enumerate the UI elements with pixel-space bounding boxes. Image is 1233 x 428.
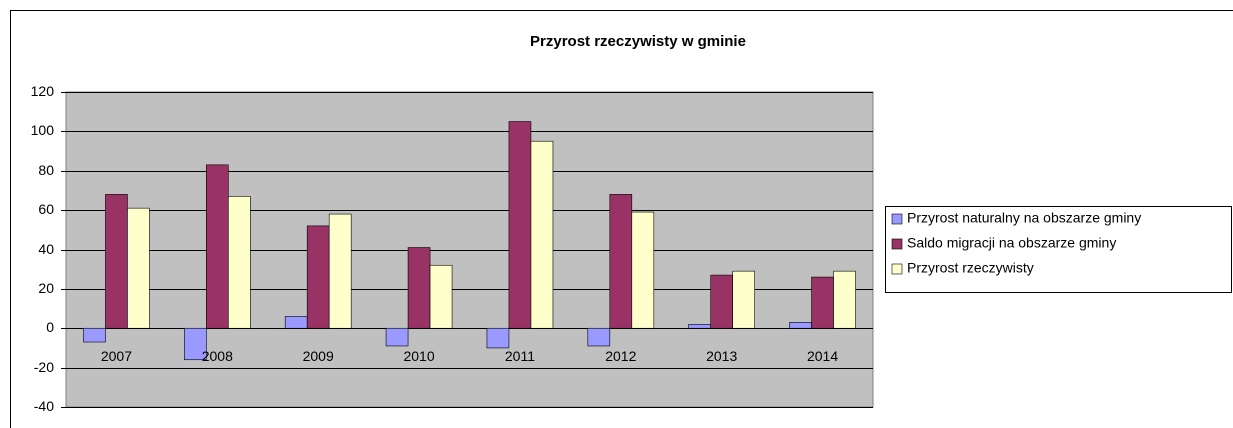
- y-tick-label: 100: [31, 122, 55, 138]
- y-tick-label: -40: [34, 398, 54, 414]
- bar: [328, 213, 352, 329]
- y-tick-label: 0: [46, 319, 54, 335]
- y-tick-label: 120: [31, 83, 55, 99]
- x-tick-label: 2011: [505, 348, 535, 364]
- y-tick-label: -20: [34, 359, 54, 375]
- y-tick-label: 40: [38, 241, 54, 257]
- legend-label: Przyrost rzeczywisty: [907, 260, 1034, 276]
- bar: [732, 270, 755, 329]
- bar: [284, 316, 308, 329]
- bar: [206, 164, 229, 329]
- bars: [83, 121, 856, 361]
- legend-swatch: [891, 263, 903, 275]
- bar: [811, 276, 834, 329]
- x-tick-label: 2009: [303, 348, 334, 364]
- legend-label: Przyrost naturalny na obszarze gminy: [907, 210, 1141, 226]
- x-tick-label: 2010: [403, 348, 434, 364]
- bar: [609, 194, 633, 329]
- legend-label: Saldo migracji na obszarze gminy: [907, 235, 1116, 251]
- x-tick-label: 2014: [807, 348, 838, 364]
- legend: Przyrost naturalny na obszarze gminy Sald…: [891, 210, 1141, 276]
- bar: [631, 211, 655, 329]
- bar: [710, 274, 733, 329]
- x-tick-label: 2012: [605, 348, 636, 364]
- chart-title: Przyrost rzeczywisty w gminie: [530, 33, 746, 50]
- bar: [105, 194, 128, 329]
- bar: [587, 327, 611, 347]
- y-tick-label: 60: [38, 201, 54, 217]
- x-tick-label: 2013: [706, 348, 737, 364]
- legend-box: [885, 206, 1232, 293]
- bar: [486, 327, 510, 349]
- bar: [429, 264, 453, 329]
- bar: [83, 327, 106, 343]
- y-tick-label: 80: [38, 162, 54, 178]
- legend-swatch: [891, 238, 903, 250]
- bar: [127, 207, 150, 329]
- bar: [833, 270, 856, 329]
- bar: [530, 140, 554, 329]
- y-tick-label: 20: [38, 280, 54, 296]
- bar: [508, 121, 532, 329]
- labels: -40 -20 0 20 40 60 80 100 120 2007 2008 2009 2010 201…: [31, 83, 839, 414]
- bar: [228, 196, 251, 329]
- bar: [688, 324, 711, 329]
- bar: [306, 225, 330, 329]
- bar: [184, 327, 207, 361]
- x-tick-label: 2008: [202, 348, 233, 364]
- bar: [789, 322, 812, 329]
- bar: [407, 247, 431, 329]
- legend-swatch: [891, 213, 903, 225]
- bar: [385, 327, 409, 347]
- x-tick-label: 2007: [101, 348, 132, 364]
